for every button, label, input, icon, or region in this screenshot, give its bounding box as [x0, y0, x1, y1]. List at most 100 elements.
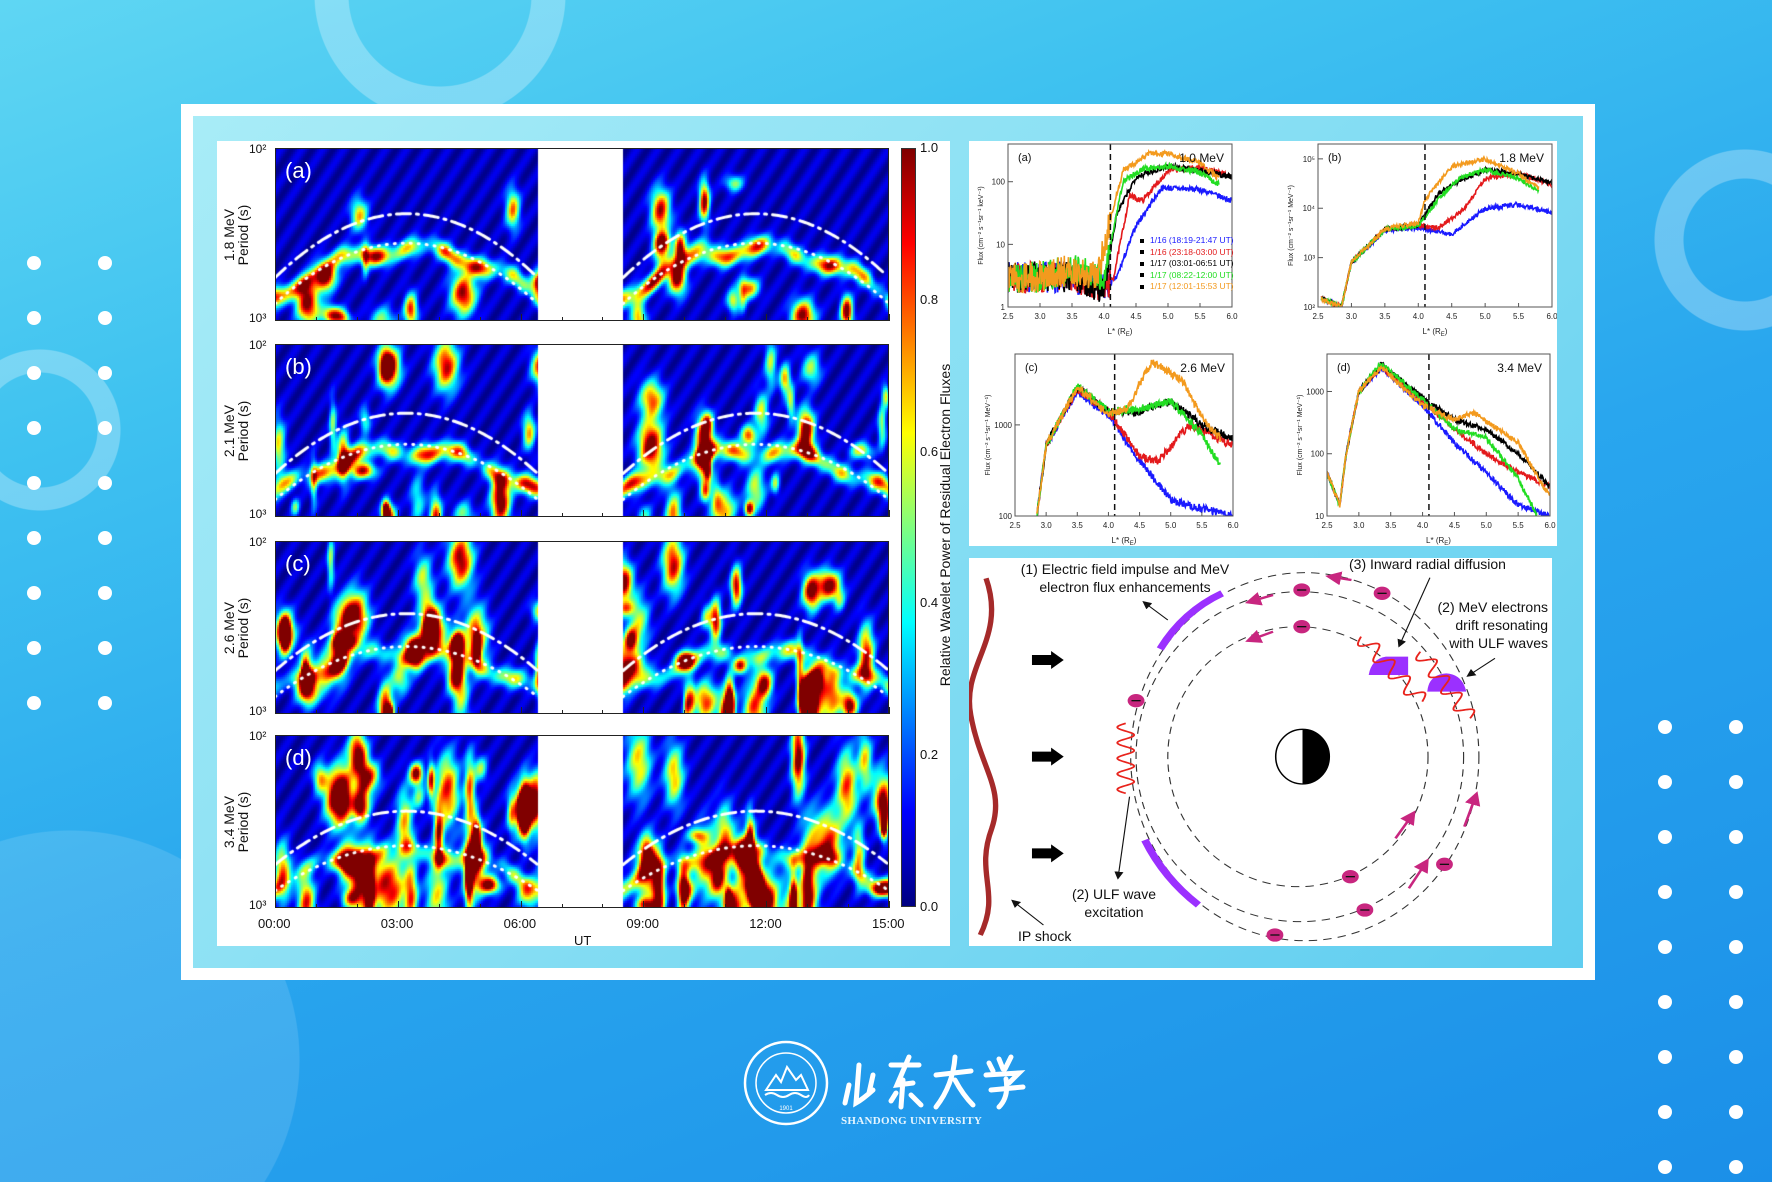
x-tick-mark — [479, 710, 481, 714]
energy-annotation: 3.4 MeV — [1497, 361, 1542, 375]
resonance-wedge — [1368, 656, 1409, 675]
x-tick-label: 4.5 — [1449, 521, 1461, 530]
decorative-dot — [1729, 720, 1743, 734]
x-axis-title-end: ) — [1130, 327, 1133, 336]
ulf-wave — [1116, 722, 1136, 795]
colorbar-tick-label: 0.0 — [920, 899, 939, 914]
x-axis-title: L* (RE) — [1426, 536, 1451, 546]
x-tick-mark — [807, 710, 809, 714]
y-axis-title: Flux (cm⁻² s⁻¹sr⁻¹ keV⁻¹) — [978, 186, 985, 265]
logo-english-name: SHANDONG UNIVERSITY — [841, 1115, 983, 1127]
x-tick-mark — [479, 904, 481, 908]
x-axis-title-subscript: E — [1444, 541, 1448, 546]
ulf-wave — [1356, 636, 1427, 703]
electron-icon — [1127, 694, 1145, 708]
legend-label: 1/16 (18:19-21:47 UT) — [1150, 235, 1234, 245]
x-tick-label: 3.5 — [1379, 312, 1391, 321]
x-tick-mark — [397, 510, 399, 517]
colorbar-label: Relative Wavelet Power of Residual Elect… — [937, 363, 953, 687]
x-tick-mark — [889, 314, 890, 321]
decorative-dot — [98, 696, 112, 710]
energy-label: 2.6 MeV — [221, 601, 237, 654]
mechanism-diagram: (1) Electric field impulse and MeV electr… — [969, 558, 1552, 946]
x-tick-mark — [848, 904, 850, 908]
series-line — [1327, 364, 1550, 506]
ulf-waves — [1116, 636, 1476, 795]
x-tick-label: 5.5 — [1513, 521, 1525, 530]
x-tick-mark — [561, 904, 563, 908]
spectrogram-frame — [275, 344, 889, 517]
decorative-dot — [1658, 1105, 1672, 1119]
diagram-svg — [969, 571, 1496, 942]
panel-label: (d) — [1337, 362, 1350, 374]
decorative-dot — [1729, 940, 1743, 954]
arrow-icon — [1031, 651, 1064, 669]
spectrogram-frame — [275, 148, 889, 321]
legend-marker — [1140, 273, 1144, 278]
x-tick-mark — [602, 513, 604, 517]
x-tick-mark — [889, 510, 890, 517]
series-line — [1327, 361, 1550, 508]
y-axis-title: Flux (cm⁻² s⁻¹sr⁻¹ MeV⁻¹) — [985, 395, 992, 476]
y-tick-label: 10³ — [249, 704, 267, 718]
energy-annotation: 1.8 MeV — [1499, 151, 1544, 165]
y-tick-label: 100 — [992, 178, 1006, 187]
electron-icon — [1293, 583, 1311, 597]
label-electric-field-impulse: (1) Electric field impulse and MeV electr… — [1020, 561, 1230, 595]
energy-label: 3.4 MeV — [221, 795, 237, 848]
x-tick-mark — [725, 904, 727, 908]
legend-item: 1/16 (23:18-03:00 UT) — [1140, 247, 1234, 259]
x-tick-label: 6.0 — [1544, 521, 1556, 530]
decorative-dot — [27, 586, 41, 600]
flux-plot-d: 2.5 3.0 3.5 4.0 4.5 5.0 5.5 6.0 10 100 1000 (d) 3.4 … — [1297, 353, 1556, 546]
x-tick-mark — [848, 513, 850, 517]
legend-label: 1/17 (03:01-06:51 UT) — [1150, 258, 1234, 268]
decorative-dot — [98, 586, 112, 600]
plot-frame — [1326, 353, 1551, 517]
x-axis-title-main: L* (R — [1108, 327, 1126, 336]
x-tick-label: 2.5 — [1002, 312, 1014, 321]
decorative-dot — [1658, 885, 1672, 899]
decorative-dot — [98, 311, 112, 325]
drift-arrows — [1244, 571, 1481, 889]
x-tick-label: 3.5 — [1385, 521, 1397, 530]
x-axis-label: UT — [574, 933, 592, 948]
y-axis-title: 2.6 MeV Period (s) — [221, 568, 251, 688]
flux-plot-a: 2.5 3.0 3.5 4.0 4.5 5.0 5.5 6.0 1 10 100 (a) 1.0 MeV… — [978, 143, 1238, 338]
series-line — [1008, 183, 1232, 299]
legend-marker — [1140, 261, 1144, 266]
x-tick-mark — [275, 510, 276, 517]
x-tick-mark — [807, 513, 809, 517]
period-label: Period (s) — [235, 791, 251, 852]
arrow-icon — [1031, 844, 1064, 863]
x-tick-mark — [561, 710, 563, 714]
x-tick-mark — [397, 707, 399, 714]
energy-annotation: 2.6 MeV — [1180, 361, 1225, 375]
x-tick-mark — [479, 317, 481, 321]
decorative-dot — [27, 476, 41, 490]
x-tick-label: 6.0 — [1546, 312, 1557, 321]
x-tick-mark — [889, 707, 890, 714]
legend-label: 1/17 (12:01-15:53 UT) — [1150, 281, 1234, 291]
colorbar-tick-label: 1.0 — [920, 140, 939, 155]
arrow-icon — [1031, 747, 1064, 766]
x-tick-label: 3.0 — [1346, 312, 1358, 321]
x-tick-label: 4.0 — [1417, 521, 1429, 530]
y-tick-label: 100 — [1311, 450, 1325, 459]
legend-marker — [1140, 284, 1144, 289]
x-tick-mark — [684, 513, 686, 517]
colorbar-tick-label: 0.2 — [920, 747, 939, 763]
decorative-dot — [27, 311, 41, 325]
x-tick-label: 3.0 — [1034, 312, 1046, 321]
label-inward-radial-diffusion: (3) Inward radial diffusion — [1349, 558, 1506, 572]
x-axis-title-end: ) — [1445, 327, 1448, 336]
x-tick-mark — [602, 904, 604, 908]
x-tick-mark — [438, 904, 440, 908]
y-tick-label: 10 — [996, 240, 1005, 249]
x-tick-label: 5.0 — [1162, 312, 1174, 321]
x-tick-label: 4.5 — [1130, 312, 1142, 321]
x-tick-mark — [275, 901, 276, 908]
x-tick-mark — [438, 710, 440, 714]
x-axis-title-main: L* (R — [1112, 536, 1130, 545]
spectrogram-frame — [275, 735, 889, 908]
